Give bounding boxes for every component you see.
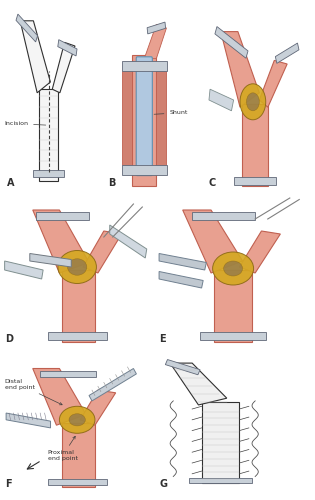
Polygon shape (214, 270, 252, 342)
Ellipse shape (224, 261, 243, 276)
Polygon shape (200, 332, 266, 340)
Polygon shape (242, 104, 268, 186)
Polygon shape (5, 261, 43, 279)
Polygon shape (192, 212, 255, 220)
Polygon shape (39, 89, 58, 181)
Polygon shape (144, 24, 166, 58)
Polygon shape (183, 210, 243, 273)
Polygon shape (6, 413, 50, 428)
Polygon shape (202, 402, 239, 483)
Polygon shape (239, 231, 280, 273)
Text: C: C (209, 178, 216, 188)
Polygon shape (16, 14, 37, 42)
Text: D: D (5, 334, 13, 344)
Polygon shape (33, 368, 86, 425)
Polygon shape (20, 21, 50, 93)
Polygon shape (33, 210, 89, 273)
Polygon shape (40, 370, 96, 378)
Ellipse shape (60, 406, 95, 434)
Text: Distal
end point: Distal end point (5, 379, 62, 405)
Text: Shunt: Shunt (154, 110, 188, 116)
Text: E: E (159, 334, 166, 344)
Text: F: F (5, 480, 11, 490)
Polygon shape (89, 368, 136, 401)
Ellipse shape (67, 259, 87, 275)
Text: B: B (108, 178, 115, 188)
Polygon shape (132, 55, 156, 186)
Ellipse shape (246, 93, 259, 111)
Polygon shape (122, 71, 132, 165)
Ellipse shape (240, 84, 266, 120)
Polygon shape (122, 61, 167, 70)
FancyBboxPatch shape (136, 57, 152, 176)
Polygon shape (147, 22, 166, 34)
Polygon shape (159, 272, 203, 288)
Polygon shape (234, 178, 277, 184)
Polygon shape (30, 254, 71, 267)
Ellipse shape (69, 414, 85, 426)
Polygon shape (110, 225, 147, 258)
Polygon shape (36, 212, 89, 220)
Polygon shape (159, 254, 206, 270)
Polygon shape (156, 71, 166, 165)
Polygon shape (215, 26, 248, 58)
Ellipse shape (58, 250, 96, 284)
Polygon shape (221, 32, 259, 107)
Polygon shape (48, 332, 107, 340)
Polygon shape (33, 170, 64, 177)
Polygon shape (62, 270, 95, 342)
Polygon shape (62, 422, 95, 488)
Ellipse shape (213, 252, 254, 285)
Polygon shape (170, 363, 227, 405)
Polygon shape (209, 89, 234, 111)
Polygon shape (259, 60, 287, 107)
Text: Incision: Incision (4, 121, 46, 126)
Polygon shape (52, 42, 75, 93)
Polygon shape (189, 478, 252, 483)
Polygon shape (80, 390, 116, 425)
Polygon shape (83, 231, 122, 273)
Polygon shape (165, 360, 200, 375)
Text: A: A (7, 178, 14, 188)
Polygon shape (275, 43, 299, 64)
Text: Proximal
end point: Proximal end point (48, 436, 77, 462)
Polygon shape (122, 165, 167, 175)
Polygon shape (58, 40, 77, 56)
Polygon shape (48, 478, 107, 486)
Text: G: G (159, 480, 167, 490)
